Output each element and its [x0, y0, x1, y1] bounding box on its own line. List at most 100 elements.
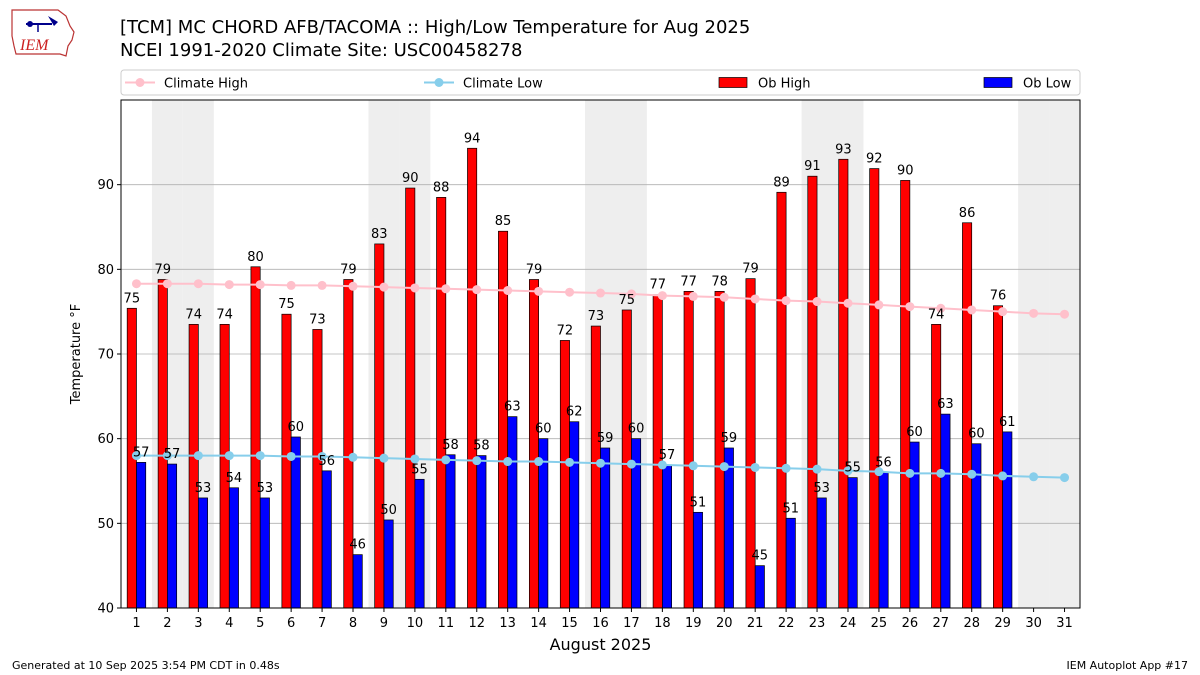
ob-low-bar-day-13: [507, 416, 518, 609]
climate-low-point-day-17: [626, 459, 636, 469]
climate-high-point-day-29: [998, 307, 1008, 317]
y-tick-label-60: 60: [97, 432, 114, 447]
ob-high-bar-day-12: [467, 147, 478, 609]
climate-high-point-day-1: [131, 279, 141, 289]
ob-high-label-day-20: 78: [711, 274, 728, 289]
ob-high-bar-day-5: [250, 266, 261, 609]
climate-low-point-day-20: [719, 462, 729, 472]
climate-high-point-day-3: [193, 279, 203, 289]
x-tick-label-18: 18: [654, 616, 671, 631]
ob-low-bar-day-5: [259, 497, 270, 609]
x-tick-label-26: 26: [902, 616, 919, 631]
ob-low-label-day-5: 53: [257, 481, 274, 496]
ob-low-bar-day-23: [816, 497, 827, 609]
climate-low-point-day-16: [596, 458, 605, 468]
ob-low-bar-day-12: [476, 455, 487, 609]
climate-high-point-day-26: [905, 302, 915, 312]
x-axis-label: August 2025: [550, 635, 652, 654]
climate-high-point-day-18: [657, 291, 667, 301]
ob-low-label-day-25: 56: [875, 456, 892, 471]
climate-low-point-day-5: [255, 451, 265, 461]
y-tick-label-50: 50: [97, 517, 114, 532]
y-tick-label-80: 80: [97, 263, 114, 278]
ob-high-bar-day-9: [374, 243, 385, 609]
ob-low-label-day-22: 51: [782, 501, 799, 516]
x-tick-label-17: 17: [623, 616, 640, 631]
chart-subtitle: NCEI 1991-2020 Climate Site: USC00458278: [120, 40, 523, 61]
ob-high-label-day-27: 74: [928, 307, 945, 322]
ob-low-bar-day-25: [878, 472, 889, 609]
x-tick-label-3: 3: [194, 616, 202, 631]
x-tick-label-16: 16: [592, 616, 609, 631]
app-credit: IEM Autoplot App #17: [1066, 659, 1189, 672]
x-tick-label-5: 5: [256, 616, 264, 631]
ob-high-bar-day-6: [281, 313, 292, 609]
ob-high-label-day-19: 77: [680, 274, 697, 289]
ob-low-bar-day-28: [971, 443, 982, 609]
climate-low-point-day-6: [286, 451, 296, 461]
climate-low-point-day-22: [781, 463, 791, 473]
ob-low-bar-day-24: [847, 477, 858, 609]
iem-logo: IEM: [11, 9, 75, 57]
ob-low-bar-day-16: [600, 447, 611, 609]
ob-low-label-day-18: 57: [659, 448, 676, 463]
ob-high-bar-day-27: [931, 324, 942, 609]
x-tick-label-28: 28: [963, 616, 980, 631]
climate-low-point-day-25: [874, 467, 884, 477]
ob-low-label-day-6: 60: [288, 420, 305, 435]
legend-climate-high-marker: [135, 78, 145, 87]
climate-low-point-day-10: [410, 454, 420, 464]
climate-high-point-day-9: [379, 282, 389, 292]
y-tick-label-70: 70: [97, 348, 114, 363]
ob-high-label-day-9: 83: [371, 227, 388, 242]
climate-high-point-day-2: [162, 279, 172, 289]
climate-low-point-day-8: [348, 452, 358, 462]
ob-low-label-day-8: 46: [349, 538, 366, 553]
climate-high-point-day-12: [472, 285, 482, 295]
x-tick-label-19: 19: [685, 616, 702, 631]
ob-low-label-day-4: 54: [226, 471, 243, 486]
ob-low-label-day-15: 62: [566, 405, 583, 420]
climate-high-point-day-8: [348, 281, 358, 291]
ob-high-label-day-23: 91: [804, 159, 821, 174]
x-tick-label-11: 11: [438, 616, 455, 631]
climate-low-point-day-12: [472, 456, 482, 466]
climate-high-point-day-31: [1060, 309, 1070, 319]
ob-high-bar-day-4: [219, 324, 230, 609]
ob-high-label-day-24: 93: [835, 142, 852, 157]
ob-high-bar-day-2: [157, 279, 168, 609]
climate-low-point-day-31: [1060, 473, 1070, 483]
ob-low-bar-day-7: [321, 470, 332, 609]
ob-low-label-day-27: 63: [937, 397, 954, 412]
ob-high-bar-day-28: [962, 222, 973, 609]
x-tick-label-22: 22: [778, 616, 795, 631]
x-tick-label-23: 23: [809, 616, 826, 631]
legend-box: [120, 69, 1081, 96]
ob-low-label-day-11: 58: [442, 438, 459, 453]
x-tick-label-2: 2: [163, 616, 171, 631]
ob-high-label-day-18: 77: [649, 278, 666, 293]
climate-high-point-day-5: [255, 280, 265, 290]
x-tick-label-31: 31: [1056, 616, 1073, 631]
ob-high-label-day-14: 79: [526, 262, 543, 277]
climate-high-point-day-25: [874, 300, 884, 310]
ob-low-label-day-24: 55: [844, 461, 861, 476]
climate-high-point-day-21: [750, 294, 760, 304]
climate-low-point-day-11: [441, 455, 451, 465]
chart-title: [TCM] MC CHORD AFB/TACOMA :: High/Low Te…: [120, 17, 751, 38]
ob-high-bar-day-23: [807, 175, 818, 609]
climate-low-point-day-27: [936, 468, 946, 478]
ob-high-label-day-29: 76: [990, 289, 1007, 304]
climate-low-point-day-19: [688, 461, 698, 471]
climate-low-point-day-29: [998, 471, 1008, 481]
climate-low-point-day-26: [905, 468, 915, 478]
legend-ob-high-label: Ob High: [758, 77, 811, 92]
y-tick-label-40: 40: [97, 602, 114, 617]
ob-high-label-day-12: 94: [464, 131, 481, 146]
ob-high-label-day-2: 79: [154, 262, 171, 277]
ob-high-label-day-15: 72: [557, 323, 574, 338]
x-tick-label-8: 8: [349, 616, 357, 631]
ob-high-bar-day-19: [683, 290, 694, 609]
x-tick-label-20: 20: [716, 616, 733, 631]
climate-low-point-day-18: [657, 460, 667, 470]
